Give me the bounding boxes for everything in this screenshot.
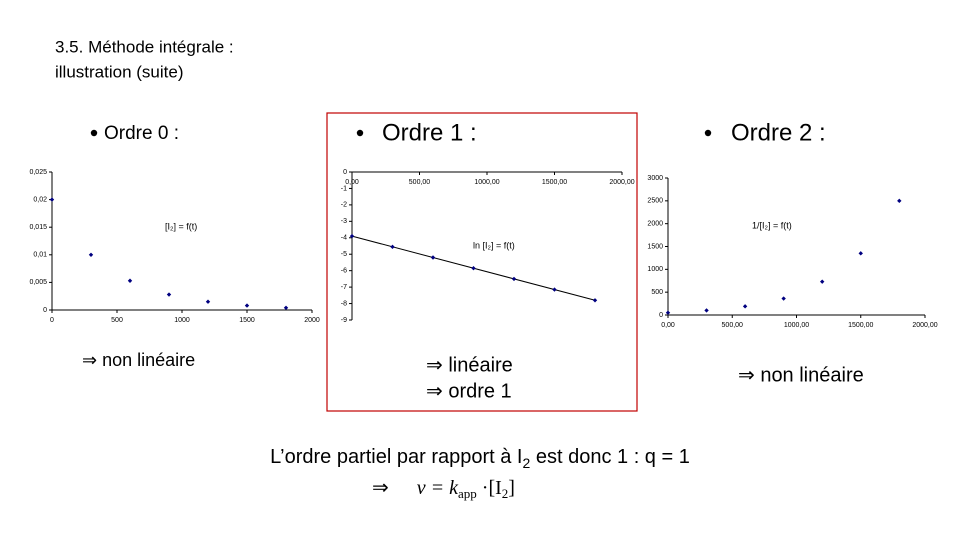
x-tick-label: 1000,00 xyxy=(474,179,499,186)
y-tick-label: 1500 xyxy=(647,243,663,250)
data-point xyxy=(742,304,748,309)
y-tick-label: -1 xyxy=(341,185,347,192)
header-title: 3.5. Méthode intégrale : xyxy=(55,37,234,56)
x-tick-label: 1000,00 xyxy=(784,322,809,329)
data-point xyxy=(283,305,289,310)
x-tick-label: 1500 xyxy=(239,317,255,324)
x-tick-label: 2000 xyxy=(304,317,320,324)
data-point xyxy=(205,299,211,304)
bullet-text: Ordre 2 : xyxy=(731,119,826,146)
header-title: illustration (suite) xyxy=(55,62,184,81)
conclusion: ⇒ non linéaire xyxy=(738,364,864,386)
y-tick-label: -5 xyxy=(341,251,347,258)
annotation: 1/[I₂] = f(t) xyxy=(752,220,792,230)
y-tick-label: 0,02 xyxy=(33,196,47,203)
x-tick-label: 1000 xyxy=(174,317,190,324)
x-tick-label: 1500,00 xyxy=(542,179,567,186)
data-point xyxy=(430,255,436,260)
formula-text: ·[I xyxy=(477,477,502,499)
formula-sub: 2 xyxy=(502,486,509,501)
bullet xyxy=(356,129,364,137)
y-tick-label: -9 xyxy=(341,317,347,324)
y-tick-label: -2 xyxy=(341,202,347,209)
data-point xyxy=(349,233,355,239)
y-tick-label: 2500 xyxy=(647,198,663,205)
data-point xyxy=(471,266,476,271)
formula-text: ] xyxy=(508,477,515,499)
y-tick-label: 0,005 xyxy=(29,279,47,286)
y-tick-label: -3 xyxy=(341,218,347,225)
data-point xyxy=(665,310,671,315)
data-point xyxy=(592,298,598,303)
data-point xyxy=(704,308,709,313)
y-tick-label: -8 xyxy=(341,300,347,307)
y-tick-label: -7 xyxy=(341,284,347,291)
highlight-box xyxy=(326,112,638,412)
data-point xyxy=(511,276,517,282)
summary-sub: 2 xyxy=(523,455,531,471)
x-tick-label: 0,00 xyxy=(345,179,359,186)
data-point xyxy=(897,198,902,204)
data-point xyxy=(49,197,55,202)
y-tick-label: 0,01 xyxy=(33,252,47,259)
x-tick-label: 2000,00 xyxy=(912,322,937,329)
x-tick-label: 1500,00 xyxy=(848,322,873,329)
bullet xyxy=(90,129,98,137)
data-point xyxy=(552,287,557,292)
bullet-text: Ordre 1 : xyxy=(382,119,477,146)
formula-text: v = k xyxy=(417,477,459,499)
data-point xyxy=(820,279,825,284)
data-point xyxy=(127,278,133,283)
x-tick-label: 2000,00 xyxy=(609,179,634,186)
data-point xyxy=(88,252,94,257)
summary: L’ordre partiel par rapport à I2 est don… xyxy=(270,446,690,470)
y-tick-label: 500 xyxy=(651,289,663,296)
data-point xyxy=(390,244,395,250)
conclusion: ⇒ ordre 1 xyxy=(426,380,512,402)
formula-arrow: ⇒ xyxy=(372,477,389,499)
y-tick-label: 0,015 xyxy=(29,224,47,231)
y-tick-label: 0,025 xyxy=(29,169,47,176)
formula: ⇒ v = kapp ·[I2] xyxy=(372,477,515,501)
x-tick-label: 0,00 xyxy=(661,322,675,329)
data-point xyxy=(166,292,172,297)
annotation: ln [I₂] = f(t) xyxy=(473,240,515,250)
annotation: [I₂] = f(t) xyxy=(165,221,197,231)
conclusion: ⇒ non linéaire xyxy=(82,350,195,370)
bullet-text: Ordre 0 : xyxy=(104,123,179,144)
bullet xyxy=(704,129,712,137)
conclusion: ⇒ linéaire xyxy=(426,354,513,376)
y-tick-label: 0 xyxy=(43,307,47,314)
x-tick-label: 500 xyxy=(111,317,123,324)
y-tick-label: 1000 xyxy=(647,266,663,273)
formula-sub: app xyxy=(458,486,477,501)
y-tick-label: -4 xyxy=(341,235,347,242)
y-tick-label: -6 xyxy=(341,268,347,275)
data-point xyxy=(858,251,863,256)
data-point xyxy=(781,296,786,301)
summary-text: L’ordre partiel par rapport à I xyxy=(270,446,522,468)
x-tick-label: 500,00 xyxy=(409,179,431,186)
y-tick-label: 0 xyxy=(659,312,663,319)
data-point xyxy=(244,303,250,308)
y-tick-label: 2000 xyxy=(647,221,663,228)
y-tick-label: 0 xyxy=(343,169,347,176)
summary-text: est donc 1 : q = 1 xyxy=(530,446,690,468)
x-tick-label: 500,00 xyxy=(722,322,744,329)
x-tick-label: 0 xyxy=(50,317,54,324)
y-tick-label: 3000 xyxy=(647,175,663,182)
